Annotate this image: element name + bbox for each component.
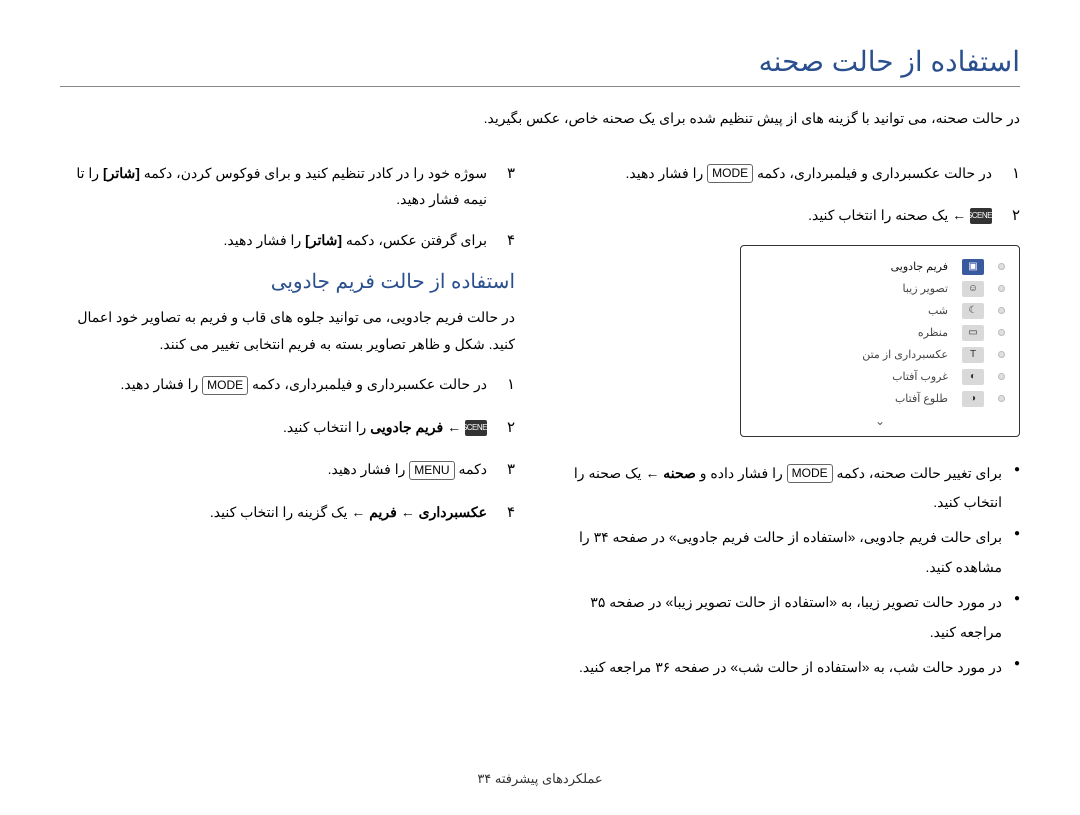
left-steps-top: ٣سوژه خود را در کادر تنظیم کنید و برای ف…	[60, 160, 515, 256]
mode-button-label: MODE	[707, 164, 753, 183]
timeline-dot-icon	[998, 373, 1005, 380]
step-text: برای گرفتن عکس، دکمه [شاتر] را فشار دهید…	[60, 227, 487, 254]
scene-option-icon: ▣	[962, 259, 984, 275]
content-columns: ٣سوژه خود را در کادر تنظیم کنید و برای ف…	[60, 160, 1020, 689]
bold-text: فریم	[369, 504, 397, 520]
step-number: ١	[998, 160, 1020, 189]
note-item: در مورد حالت تصویر زیبا، به «استفاده از …	[565, 588, 1020, 647]
magic-frame-heading: استفاده از حالت فریم جادویی	[60, 269, 515, 294]
note-item: برای حالت فریم جادویی، «استفاده از حالت …	[565, 523, 1020, 582]
bold-text: فریم جادویی	[370, 419, 443, 435]
scene-option-row[interactable]: T عکسبرداری از متن	[755, 344, 1005, 366]
scene-mode-icon: SCENE	[465, 420, 487, 436]
scene-mode-icon: SCENE	[970, 208, 992, 224]
scene-option-row[interactable]: ☾ شب	[755, 300, 1005, 322]
page-title: استفاده از حالت صحنه	[60, 45, 1020, 78]
bold-text: عکسبرداری	[419, 504, 487, 520]
title-divider	[60, 86, 1020, 87]
scene-option-label: فریم جادویی	[891, 260, 948, 273]
left-column: ٣سوژه خود را در کادر تنظیم کنید و برای ف…	[60, 160, 515, 689]
step-number: ١	[493, 371, 515, 400]
scene-option-label: تصویر زیبا	[902, 282, 948, 295]
step-number: ۴	[493, 499, 515, 528]
left-steps-bottom: ١در حالت عکسبرداری و فیلمبرداری، دکمه MO…	[60, 371, 515, 527]
timeline-dot-icon	[998, 263, 1005, 270]
scene-option-label: منظره	[918, 326, 948, 339]
intro-text: در حالت صحنه، می توانید با گزینه های از …	[60, 105, 1020, 132]
step-number: ٢	[998, 202, 1020, 231]
scene-option-label: طلوع آفتاب	[895, 392, 948, 405]
step-text: SCENE ← فریم جادویی را انتخاب کنید.	[60, 414, 487, 441]
instruction-step: ۴برای گرفتن عکس، دکمه [شاتر] را فشار دهی…	[60, 227, 515, 256]
timeline-dot-icon	[998, 329, 1005, 336]
scene-option-row[interactable]: ◑ طلوع آفتاب	[755, 388, 1005, 410]
timeline-dot-icon	[998, 351, 1005, 358]
scene-option-icon: T	[962, 347, 984, 363]
menu-button-label: MENU	[409, 461, 454, 480]
scene-option-label: غروب آفتاب	[892, 370, 948, 383]
step-number: ۴	[493, 227, 515, 256]
scene-option-row[interactable]: ◐ غروب آفتاب	[755, 366, 1005, 388]
scene-option-icon: ☾	[962, 303, 984, 319]
scene-option-label: عکسبرداری از متن	[862, 348, 948, 361]
scene-preview-list: ▣ فریم جادویی ☺ تصویر زیبا ☾ شب ▭ منظره T عکسبردا…	[755, 256, 1005, 410]
instruction-step: ٢SCENE ← فریم جادویی را انتخاب کنید.	[60, 414, 515, 443]
right-column: ١در حالت عکسبرداری و فیلمبرداری، دکمه MO…	[565, 160, 1020, 689]
scene-option-icon: ◐	[962, 369, 984, 385]
instruction-step: ١در حالت عکسبرداری و فیلمبرداری، دکمه MO…	[60, 371, 515, 400]
scene-option-icon: ☺	[962, 281, 984, 297]
step-number: ٣	[493, 456, 515, 485]
timeline-dot-icon	[998, 395, 1005, 402]
timeline-dot-icon	[998, 307, 1005, 314]
bold-text: صحنه	[663, 465, 696, 481]
instruction-step: ٣دکمه MENU را فشار دهید.	[60, 456, 515, 485]
step-number: ٢	[493, 414, 515, 443]
scene-option-label: شب	[928, 304, 948, 317]
step-text: SCENE ← یک صحنه را انتخاب کنید.	[565, 202, 992, 229]
chevron-down-icon: ⌄	[755, 414, 1005, 428]
step-text: عکسبرداری ← فریم ← یک گزینه را انتخاب کن…	[60, 499, 487, 526]
step-text: دکمه MENU را فشار دهید.	[60, 456, 487, 483]
scene-option-row[interactable]: ▭ منظره	[755, 322, 1005, 344]
instruction-step: ٣سوژه خود را در کادر تنظیم کنید و برای ف…	[60, 160, 515, 213]
mode-button-label: MODE	[202, 376, 248, 395]
magic-frame-desc: در حالت فریم جادویی، می توانید جلوه های …	[60, 304, 515, 357]
step-number: ٣	[493, 160, 515, 189]
scene-option-row[interactable]: ☺ تصویر زیبا	[755, 278, 1005, 300]
scene-preview-panel: ▣ فریم جادویی ☺ تصویر زیبا ☾ شب ▭ منظره T عکسبردا…	[740, 245, 1020, 437]
step-text: سوژه خود را در کادر تنظیم کنید و برای فو…	[60, 160, 487, 213]
page-footer: عملکردهای پیشرفته ۳۴	[0, 771, 1080, 787]
instruction-step: ٢SCENE ← یک صحنه را انتخاب کنید.	[565, 202, 1020, 231]
instruction-step: ١در حالت عکسبرداری و فیلمبرداری، دکمه MO…	[565, 160, 1020, 189]
scene-option-row[interactable]: ▣ فریم جادویی	[755, 256, 1005, 278]
scene-option-icon: ◑	[962, 391, 984, 407]
note-item: برای تغییر حالت صحنه، دکمه MODE را فشار …	[565, 459, 1020, 518]
right-steps: ١در حالت عکسبرداری و فیلمبرداری، دکمه MO…	[565, 160, 1020, 231]
step-text: در حالت عکسبرداری و فیلمبرداری، دکمه MOD…	[60, 371, 487, 398]
timeline-dot-icon	[998, 285, 1005, 292]
right-notes-list: برای تغییر حالت صحنه، دکمه MODE را فشار …	[565, 459, 1020, 683]
step-text: در حالت عکسبرداری و فیلمبرداری، دکمه MOD…	[565, 160, 992, 187]
note-item: در مورد حالت شب، به «استفاده از حالت شب»…	[565, 653, 1020, 682]
scene-option-icon: ▭	[962, 325, 984, 341]
bold-text: [شاتر]	[305, 232, 342, 248]
bold-text: [شاتر]	[103, 165, 140, 181]
mode-button-label: MODE	[787, 464, 833, 483]
instruction-step: ۴عکسبرداری ← فریم ← یک گزینه را انتخاب ک…	[60, 499, 515, 528]
